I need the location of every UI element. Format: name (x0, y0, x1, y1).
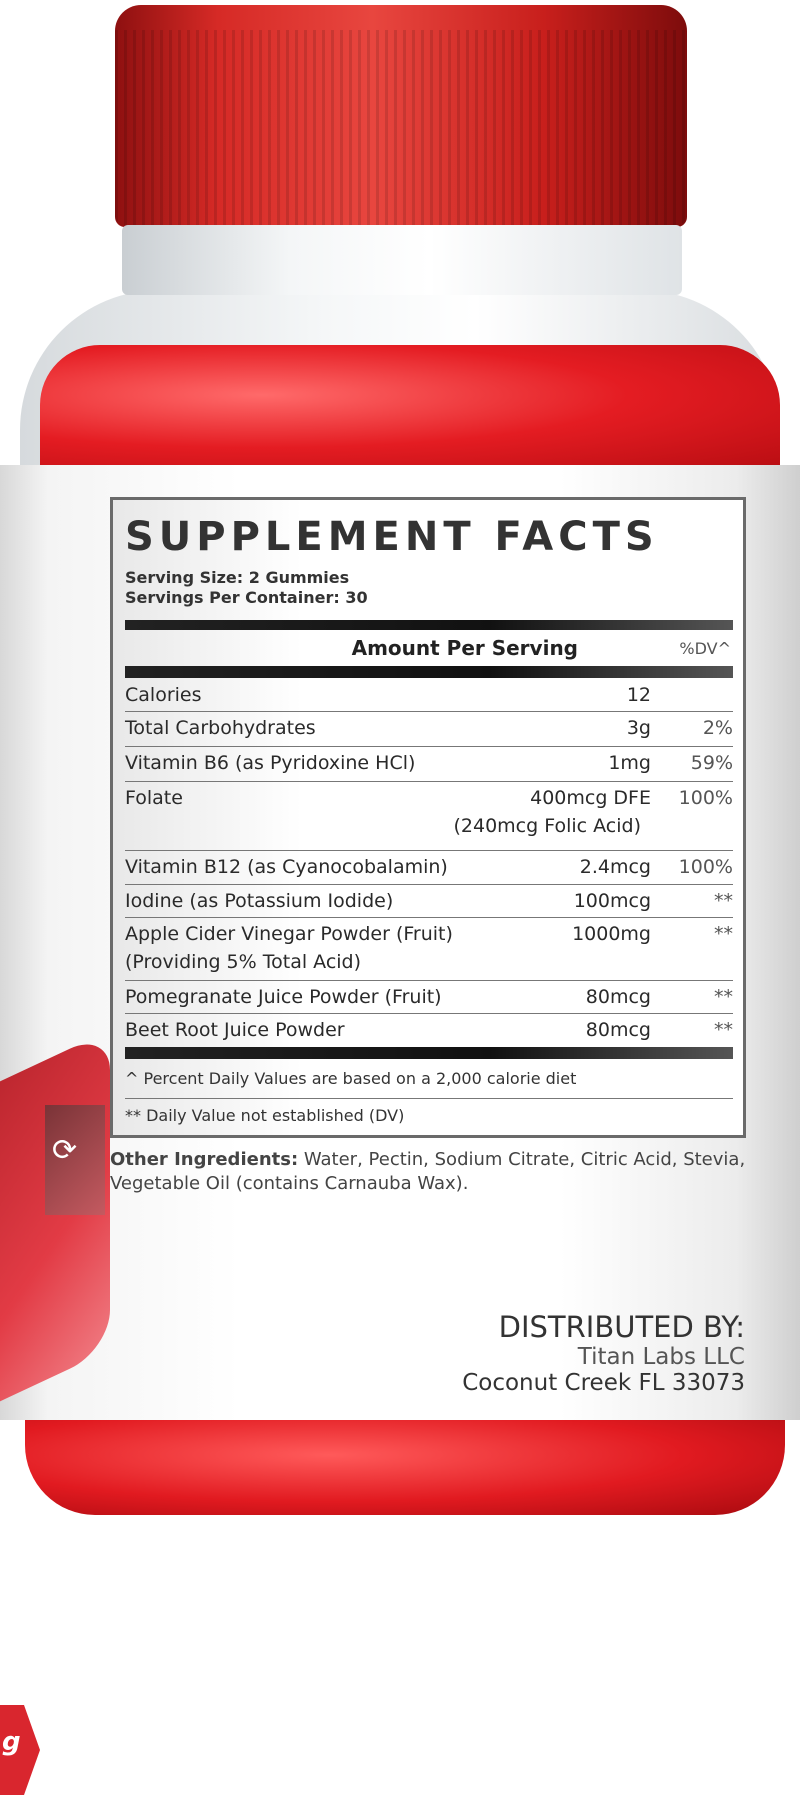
cap-ridges (115, 30, 687, 225)
servings-per-container: Servings Per Container: 30 (125, 588, 368, 607)
nutrient-dv: 100% (678, 856, 733, 878)
bottle-neck (122, 225, 682, 295)
footnote-not-established: ** Daily Value not established (DV) (125, 1106, 405, 1125)
nutrient-amount: 3g (626, 717, 651, 739)
nutrient-row: Total Carbohydrates 3g 2% (125, 713, 733, 747)
nutrient-dv: 2% (702, 717, 733, 739)
nutrient-row: Apple Cider Vinegar Powder (Fruit) 1000mg… (125, 919, 733, 981)
bottle-cap (115, 5, 687, 227)
nutrient-row: Vitamin B12 (as Cyanocobalamin) 2.4mcg 100… (125, 852, 733, 885)
nutrient-amount: 80mcg (585, 1019, 651, 1041)
divider (125, 1047, 733, 1059)
other-ingredients: Other Ingredients: Water, Pectin, Sodium… (110, 1148, 750, 1196)
gummies (25, 1415, 785, 1515)
nutrient-name-detail: (Providing 5% Total Acid) (125, 951, 362, 973)
nutrient-amount: 1000mg (572, 923, 651, 945)
distributor-heading: DISTRIBUTED BY: (498, 1310, 745, 1344)
nutrient-row: Vitamin B6 (as Pyridoxine HCl) 1mg 59% (125, 748, 733, 782)
distributor: DISTRIBUTED BY: Titan Labs LLC Coconut C… (462, 1310, 745, 1396)
nutrient-name: Iodine (as Potassium Iodide) (125, 890, 394, 912)
nutrient-amount: 2.4mcg (579, 856, 651, 878)
nutrient-row: Pomegranate Juice Powder (Fruit) 80mcg ** (125, 982, 733, 1014)
dv-header: %DV^ (679, 639, 731, 658)
other-ingredients-text: Water, Pectin, Sodium Citrate, Citric Ac… (110, 1149, 746, 1194)
facts-title: SUPPLEMENT FACTS (125, 514, 659, 560)
nutrient-dv: ** (714, 1019, 733, 1041)
nutrient-row: Folate 400mcg DFE 100% (240mcg Folic Acid) (125, 783, 733, 851)
divider (125, 620, 733, 630)
nutrient-name: Vitamin B6 (as Pyridoxine HCl) (125, 752, 416, 774)
divider (125, 1098, 733, 1099)
nutrient-name: Beet Root Juice Powder (125, 1019, 345, 1041)
nutrient-dv: ** (714, 890, 733, 912)
nutrient-row: Beet Root Juice Powder 80mcg ** (125, 1015, 733, 1047)
nutrient-dv: 59% (690, 752, 733, 774)
nutrient-dv: ** (714, 923, 733, 945)
nutrient-amount: 100mcg (573, 890, 651, 912)
decorative-red-panel (0, 1030, 110, 1420)
nutrient-amount: 80mcg (585, 986, 651, 1008)
footnote-dv: ^ Percent Daily Values are based on a 2,… (125, 1069, 577, 1088)
nutrient-row: Iodine (as Potassium Iodide) 100mcg ** (125, 886, 733, 918)
nutrient-name: Vitamin B12 (as Cyanocobalamin) (125, 856, 448, 878)
cycle-icon: ⟳ (52, 1133, 78, 1168)
amount-header: Amount Per Serving (351, 636, 578, 660)
other-ingredients-label: Other Ingredients: (110, 1149, 299, 1170)
distributor-name: Titan Labs LLC (577, 1344, 745, 1370)
distributor-address: Coconut Creek FL 33073 (462, 1370, 745, 1396)
nutrient-amount: 1mg (608, 752, 651, 774)
serving-size: Serving Size: 2 Gummies (125, 568, 350, 587)
nutrient-amount: 12 (626, 684, 651, 706)
nutrient-row: Calories 12 (125, 680, 733, 712)
nutrient-amount: 400mcg DFE (530, 787, 651, 809)
nutrient-name: Total Carbohydrates (125, 717, 316, 739)
nutrient-dv: 100% (678, 787, 733, 809)
nutrient-dv: ** (714, 986, 733, 1008)
nutrient-name: Calories (125, 684, 202, 706)
nutrient-name: Folate (125, 787, 183, 809)
nutrient-amount-detail: (240mcg Folic Acid) (453, 815, 641, 837)
gummies (40, 345, 780, 470)
nutrient-name: Pomegranate Juice Powder (Fruit) (125, 986, 442, 1008)
divider (125, 666, 733, 678)
side-text-fragment: g (2, 1727, 21, 1757)
decorative-panel (45, 1105, 105, 1215)
nutrient-name: Apple Cider Vinegar Powder (Fruit) (125, 923, 453, 945)
decorative-arrow: g (0, 1705, 40, 1795)
supplement-facts-panel: SUPPLEMENT FACTS Serving Size: 2 Gummies… (110, 497, 746, 1138)
